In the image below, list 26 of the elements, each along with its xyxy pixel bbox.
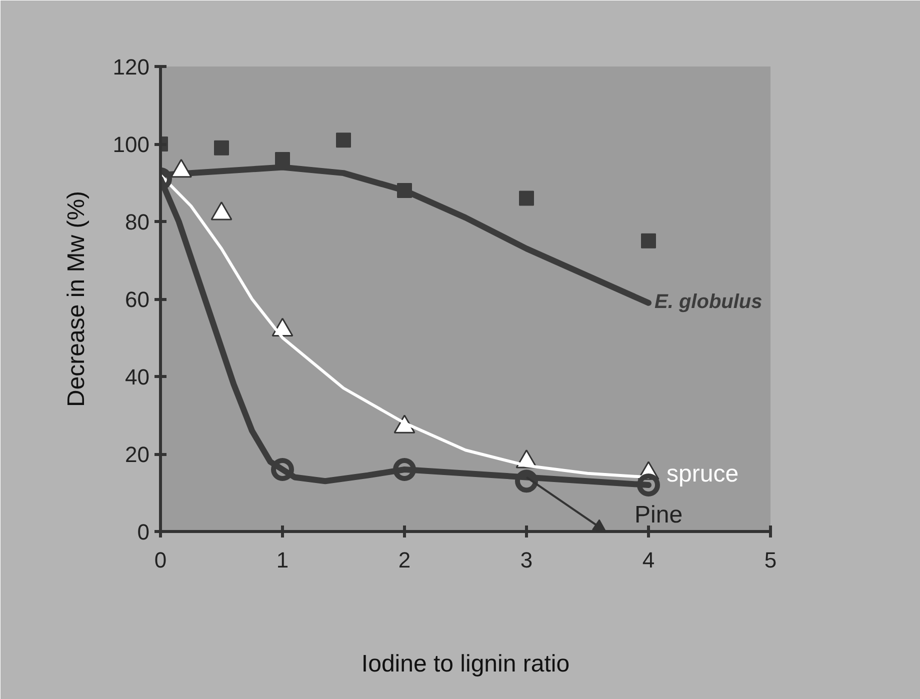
series-label: spruce [666,460,739,488]
point [336,132,351,148]
x-tick-label: 3 [520,548,533,572]
point [515,470,538,493]
x-tick-label: 1 [276,548,289,572]
x-tick-label: 5 [764,548,777,572]
point [271,458,294,481]
y-tick-label: 120 [112,54,150,80]
series-label: E. globulus [654,290,762,313]
point [214,140,229,156]
x-tick-label: 0 [154,548,167,572]
x-tick-label: 4 [642,548,655,572]
y-tick-label: 40 [125,364,150,390]
x-axis-title: Iodine to lignin ratio [361,650,570,678]
point [393,458,416,481]
y-tick-label: 100 [112,132,150,157]
legend-label: Pine [634,502,683,528]
y-tick-label: 80 [125,210,150,234]
x-tick-label: 2 [398,548,411,572]
point [637,474,660,496]
point [519,190,534,206]
y-axis-title: Decrease in Mw (%) [62,190,90,408]
y-tick-label: 0 [137,520,150,544]
point [641,233,656,248]
y-tick-label: 20 [125,442,150,467]
y-tick-label: 60 [125,287,150,312]
